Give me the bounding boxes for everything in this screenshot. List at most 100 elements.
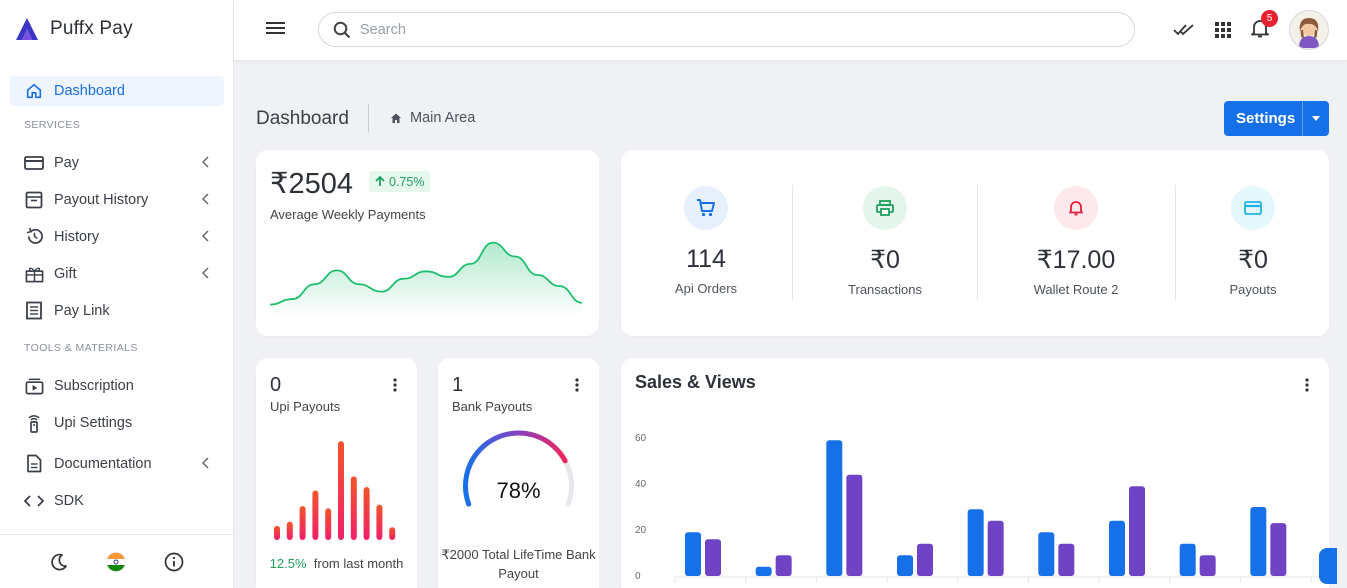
upi-bar [350,476,357,540]
bell-icon [1054,186,1098,230]
upi-bar [376,504,383,540]
upi-bar [299,506,306,540]
y-tick-label: 60 [635,433,647,444]
settings-label: Settings [1236,110,1296,127]
arrow-up-icon [375,176,385,186]
upi-bar-chart [274,441,396,540]
sidebar-item-label: Pay Link [54,302,110,319]
customizer-tab[interactable] [1319,548,1337,584]
sidebar-item-pay[interactable]: Pay [10,144,224,181]
stat-label: Wallet Route 2 [1033,282,1119,297]
bank-footer: ₹2000 Total LifeTime Bank Payout [441,547,596,581]
search-box[interactable] [318,12,1135,47]
stat-wallet-route[interactable]: ₹17.00 Wallet Route 2 [996,186,1156,297]
stats-card: 114 Api Orders ₹0 Transactions ₹17.00 Wa… [621,150,1329,336]
sales-bar [1250,507,1267,576]
gift-icon [24,264,44,284]
search-input[interactable] [360,21,1100,38]
sidebar-item-label: Documentation [54,455,152,472]
sidebar-item-label: Pay [54,154,79,171]
bank-gauge [463,430,574,507]
sparkline-area [270,242,582,316]
breadcrumb[interactable]: Main Area [390,110,475,126]
moon-icon[interactable] [49,552,69,572]
double-check-icon[interactable] [1173,23,1195,37]
home-icon [24,81,44,101]
top-actions: 5 [1173,9,1329,50]
upi-pct: 12.5% [269,556,307,571]
sales-bar [1199,555,1216,576]
sidebar-nav: Dashboard SERVICES Pay Payout History Hi… [10,76,224,519]
bank-label: Bank Payouts [452,399,533,414]
sidebar-item-label: History [54,228,100,245]
info-icon[interactable] [164,552,184,572]
stat-label: Api Orders [674,281,738,296]
user-avatar-icon [1299,18,1319,48]
hamburger-menu-icon[interactable] [266,20,285,36]
stat-payouts[interactable]: ₹0 Payouts [1173,186,1333,297]
chevron-left-icon [202,230,209,242]
sales-bar [826,440,843,576]
sales-bar [1129,486,1145,576]
upi-bar [286,521,293,540]
sidebar-item-dashboard[interactable]: Dashboard [10,76,224,106]
sales-bar [1109,520,1125,576]
stat-api-orders[interactable]: 114 Api Orders [626,186,786,296]
sidebar-item-documentation[interactable]: Documentation [10,445,224,482]
kebab-menu-icon[interactable] [1305,378,1309,392]
stat-label: Payouts [1229,282,1277,297]
settings-dropdown-toggle[interactable] [1302,101,1329,136]
notification-badge: 5 [1261,9,1278,27]
caret-down-icon [1312,116,1320,121]
sales-bar [705,539,721,576]
weekly-amount: ₹2504 [270,168,353,200]
sparkline-line [269,241,583,306]
sidebar-item-payout-history[interactable]: Payout History [10,181,224,218]
bank-payouts-card: 1 Bank Payouts 78% ₹2000 Total LifeTime … [438,358,599,588]
stat-value: ₹0 [870,246,900,274]
notifications-button[interactable]: 5 [1251,9,1278,43]
y-tick-label: 20 [635,525,647,536]
india-flag-icon[interactable] [106,551,127,572]
sidebar-item-subscription[interactable]: Subscription [10,367,224,404]
page-title: Dashboard [256,108,349,129]
gauge-fill [463,430,568,507]
sidebar-item-pay-link[interactable]: Pay Link [10,292,224,329]
stat-value: ₹0 [1238,246,1268,274]
upi-footer: 12.5% from last month [256,555,417,573]
topbar: 5 [234,0,1347,60]
sidebar-item-history[interactable]: History [10,218,224,255]
trend-badge: 0.75% [369,171,431,192]
sales-bar [1058,543,1075,576]
kebab-menu-icon[interactable] [393,378,397,392]
upi-bar [363,487,370,540]
sidebar-item-label: Dashboard [54,83,125,99]
brand-name: Puffx Pay [50,18,133,39]
settings-button[interactable]: Settings [1224,101,1329,136]
sidebar-footer [0,534,233,588]
sidebar-item-gift[interactable]: Gift [10,255,224,292]
breadcrumb-label: Main Area [410,110,476,126]
sales-bar [1038,532,1055,576]
upi-bar [312,490,319,540]
subscription-icon [24,376,44,396]
chevron-left-icon [202,156,209,168]
header-divider [368,104,369,132]
section-label-services: SERVICES [24,119,81,131]
sales-bar [897,555,913,576]
sidebar-item-upi-settings[interactable]: Upi Settings [10,404,224,441]
sales-bar [917,543,933,576]
kebab-menu-icon[interactable] [575,378,579,392]
brand[interactable]: Puffx Pay [14,16,133,42]
upi-bar [389,527,396,540]
stat-transactions[interactable]: ₹0 Transactions [805,186,965,297]
sales-bar [987,520,1004,576]
sidebar-item-sdk[interactable]: SDK [10,482,224,519]
apps-grid-icon[interactable] [1215,22,1231,38]
sales-views-card: Sales & Views 60 40 20 0 [621,358,1329,588]
sidebar: Puffx Pay Dashboard SERVICES Pay Payout … [0,0,234,588]
upi-bar [274,525,280,540]
sales-bar [967,509,984,576]
avatar[interactable] [1289,10,1329,50]
sidebar-item-label: Upi Settings [54,414,133,431]
